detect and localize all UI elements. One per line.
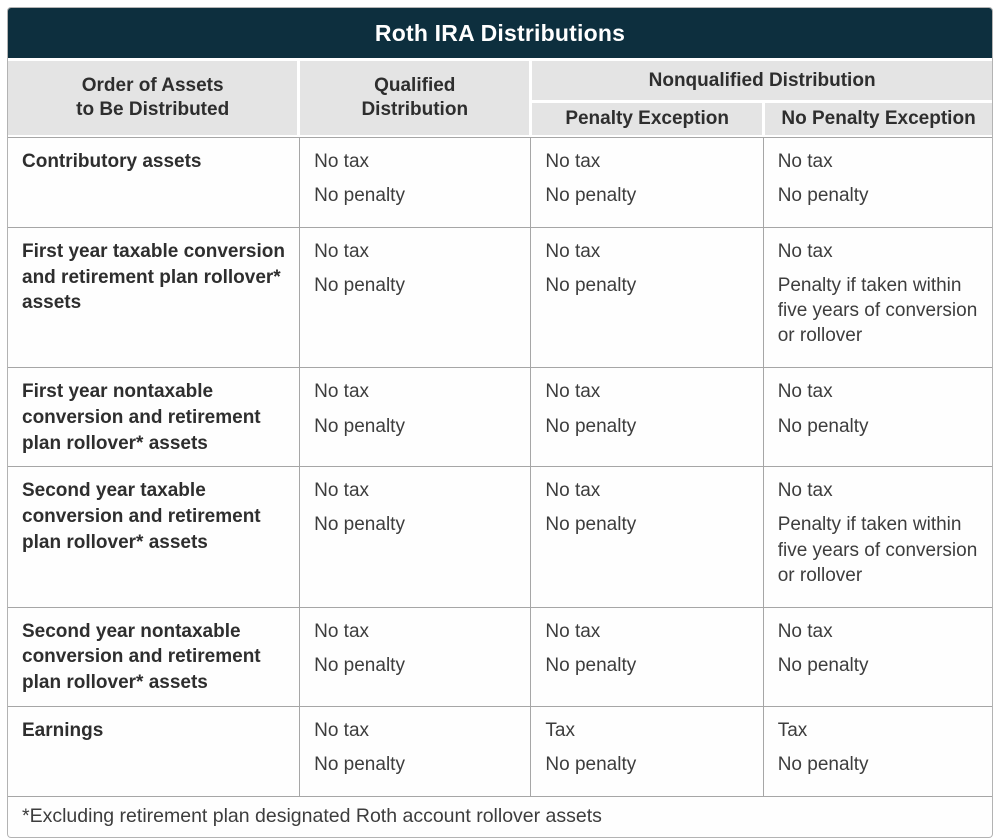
header-no-penalty-exception: No Penalty Exception [765, 103, 992, 135]
cell-line: No penalty [545, 753, 637, 775]
cell-line: No tax [777, 151, 833, 172]
header-qualified-line1: Qualified [374, 75, 456, 97]
cell-no-penalty-exception: No tax No penalty [763, 368, 992, 467]
row-label-contributory-assets: Contributory assets [8, 138, 300, 228]
cell-line: No tax [545, 620, 601, 642]
table-body: Contributory assets No tax No penalty No… [8, 137, 992, 837]
cell-line: No tax [777, 381, 833, 403]
cell-line: No tax [545, 151, 601, 172]
cell-no-penalty-exception: No tax Penalty if taken within five year… [763, 467, 992, 607]
cell-qualified: No tax No penalty [300, 607, 531, 706]
cell-line: No tax [545, 480, 601, 502]
cell-line: No tax [545, 381, 601, 403]
header-order-of-assets-line1: Order of Assets [81, 75, 224, 97]
cell-line: No penalty [314, 275, 405, 297]
cell-no-penalty-exception: No tax No penalty [763, 138, 992, 228]
cell-line: No tax [777, 480, 833, 502]
cell-line: No tax [314, 719, 370, 741]
cell-line: No tax [314, 381, 370, 403]
cell-qualified: No tax No penalty [300, 368, 531, 467]
cell-no-penalty-exception: Tax No penalty [763, 706, 992, 796]
header-order-of-assets-line2: to Be Distributed [76, 99, 230, 120]
cell-line: No tax [314, 241, 370, 263]
cell-line: No penalty [777, 654, 869, 676]
cell-no-penalty-exception: No tax No penalty [763, 607, 992, 706]
header-qualified-distribution: Qualified Distribution [300, 61, 530, 135]
cell-line: No penalty [545, 514, 637, 536]
cell-line: Penalty if taken within five years of co… [777, 514, 978, 586]
row-label-first-year-taxable: First year taxable conversion and retire… [8, 228, 300, 368]
cell-penalty-exception: No tax No penalty [531, 467, 763, 607]
header-nonqualified-distribution: Nonqualified Distribution [532, 61, 992, 100]
cell-penalty-exception: No tax No penalty [531, 607, 763, 706]
cell-qualified: No tax No penalty [300, 138, 531, 228]
cell-line: No tax [314, 480, 370, 502]
row-label-second-year-nontaxable: Second year nontaxable conversion and re… [8, 607, 300, 706]
header-qualified-line2: Distribution [361, 99, 469, 120]
cell-qualified: No tax No penalty [300, 228, 531, 368]
cell-line: No penalty [777, 753, 869, 775]
cell-no-penalty-exception: No tax Penalty if taken within five year… [763, 228, 992, 368]
cell-line: Penalty if taken within five years of co… [777, 275, 978, 347]
cell-qualified: No tax No penalty [300, 467, 531, 607]
cell-line: No penalty [545, 275, 637, 297]
header-order-of-assets: Order of Assets to Be Distributed [8, 61, 298, 135]
footnote: *Excluding retirement plan designated Ro… [8, 796, 992, 837]
cell-line: Tax [777, 719, 808, 741]
cell-qualified: No tax No penalty [300, 706, 531, 796]
cell-line: No tax [777, 241, 833, 263]
roth-ira-distributions-table: Roth IRA Distributions Order of Assets t… [7, 7, 993, 838]
cell-line: No tax [545, 241, 601, 263]
cell-line: No penalty [777, 415, 869, 437]
cell-line: No penalty [314, 654, 405, 676]
cell-line: No penalty [314, 415, 405, 437]
cell-penalty-exception: No tax No penalty [531, 228, 763, 368]
cell-line: No penalty [545, 654, 637, 676]
table-header: Order of Assets to Be Distributed Qualif… [8, 61, 992, 135]
cell-line: No penalty [314, 185, 405, 207]
table-title: Roth IRA Distributions [8, 8, 992, 58]
cell-penalty-exception: Tax No penalty [531, 706, 763, 796]
cell-line: No penalty [545, 185, 637, 207]
cell-line: No penalty [314, 514, 405, 536]
cell-line: No penalty [314, 753, 405, 775]
cell-penalty-exception: No tax No penalty [531, 138, 763, 228]
row-label-earnings: Earnings [8, 706, 300, 796]
cell-line: No tax [314, 620, 370, 642]
row-label-first-year-nontaxable: First year nontaxable conversion and ret… [8, 368, 300, 467]
cell-line: No tax [314, 151, 370, 172]
row-label-second-year-taxable: Second year taxable conversion and retir… [8, 467, 300, 607]
header-penalty-exception: Penalty Exception [532, 103, 763, 135]
cell-line: Tax [545, 719, 575, 741]
cell-line: No penalty [777, 185, 869, 207]
cell-line: No penalty [545, 415, 637, 437]
cell-penalty-exception: No tax No penalty [531, 368, 763, 467]
cell-line: No tax [777, 620, 833, 642]
